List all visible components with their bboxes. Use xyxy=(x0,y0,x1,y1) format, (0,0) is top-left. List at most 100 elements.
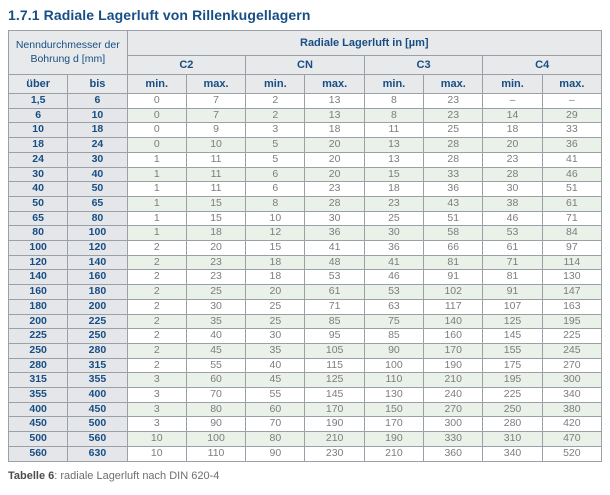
clearance-cell: 20 xyxy=(185,240,247,256)
table-row: 160 180 2 25 20 61 53 102 91 147 xyxy=(7,284,603,300)
header-row-classes: C2 CN C3 C4 xyxy=(9,55,602,75)
clearance-cell: 100 xyxy=(363,357,425,374)
clearance-cell: 60 xyxy=(245,401,306,418)
diameter-cell: 140 xyxy=(67,254,128,271)
clearance-cell: 85 xyxy=(363,328,425,344)
clearance-cell: 2 xyxy=(126,357,187,374)
diameter-cell: 450 xyxy=(7,416,69,433)
diameter-header: Nenndurchmesser der Bohrung d [mm] xyxy=(8,30,128,75)
clearance-cell: 25 xyxy=(423,122,484,139)
clearance-cell: 81 xyxy=(482,269,543,286)
clearance-cell: 41 xyxy=(304,240,365,256)
clearance-cell: 147 xyxy=(541,284,603,300)
clearance-cell: 38 xyxy=(482,195,543,212)
table-row: 10 18 0 9 3 18 11 25 18 33 xyxy=(7,122,603,139)
clearance-cell: 145 xyxy=(304,387,365,403)
clearance-cell: 2 xyxy=(126,269,187,286)
clearance-cell: 190 xyxy=(423,357,484,374)
diameter-cell: 560 xyxy=(7,445,69,462)
clearance-cell: 30 xyxy=(245,328,306,344)
clearance-cell: 18 xyxy=(482,122,543,139)
class-header-c2: C2 xyxy=(126,55,247,75)
diameter-cell: 65 xyxy=(7,210,69,227)
clearance-cell: 11 xyxy=(185,166,247,183)
table-row: 120 140 2 23 18 48 41 81 71 114 xyxy=(7,254,603,271)
diameter-cell: 450 xyxy=(67,401,128,418)
clearance-cell: 0 xyxy=(126,137,187,153)
table-row: 80 100 1 18 12 36 30 58 53 84 xyxy=(7,225,603,242)
clearance-cell: 23 xyxy=(185,254,247,271)
diameter-cell: 30 xyxy=(7,166,69,183)
clearance-cell: 18 xyxy=(304,122,365,139)
clearance-cell: 210 xyxy=(423,372,484,389)
clearance-cell: 18 xyxy=(363,181,425,197)
clearance-cell: 84 xyxy=(541,225,603,242)
diameter-cell: 225 xyxy=(67,313,128,330)
clearance-cell: 270 xyxy=(541,357,603,374)
col-header-max-c3: max. xyxy=(423,74,484,94)
clearance-cell: 210 xyxy=(304,431,365,447)
clearance-cell: 115 xyxy=(304,357,365,374)
clearance-cell: 1 xyxy=(126,195,187,212)
clearance-cell: 102 xyxy=(423,284,484,300)
clearance-cell: 63 xyxy=(363,298,425,315)
clearance-cell: 41 xyxy=(541,151,603,168)
clearance-cell: 36 xyxy=(363,240,425,256)
clearance-cell: 28 xyxy=(482,166,543,183)
clearance-cell: 51 xyxy=(423,210,484,227)
clearance-cell: 45 xyxy=(245,372,306,389)
table-row: 200 225 2 35 25 85 75 140 125 195 xyxy=(7,313,603,330)
clearance-cell: 190 xyxy=(363,431,425,447)
class-header-c4: C4 xyxy=(482,55,602,75)
clearance-cell: 163 xyxy=(541,298,603,315)
clearance-cell: 8 xyxy=(363,107,425,124)
clearance-cell: 11 xyxy=(363,122,425,139)
clearance-cell: 97 xyxy=(541,240,603,256)
clearance-cell: 12 xyxy=(245,225,306,242)
clearance-cell: 25 xyxy=(245,298,306,315)
table-row: 24 30 1 11 5 20 13 28 23 41 xyxy=(7,151,603,168)
clearance-cell: 230 xyxy=(304,445,365,462)
diameter-cell: 10 xyxy=(67,107,128,124)
col-header-max-c4: max. xyxy=(541,74,603,94)
clearance-cell: 33 xyxy=(541,122,603,139)
clearance-cell: 36 xyxy=(423,181,484,197)
clearance-cell: 360 xyxy=(423,445,484,462)
diameter-cell: 18 xyxy=(7,137,69,153)
clearance-cell: 225 xyxy=(482,387,543,403)
clearance-cell: 170 xyxy=(304,401,365,418)
clearance-cell: 41 xyxy=(363,254,425,271)
clearance-cell: 30 xyxy=(185,298,247,315)
clearance-cell: 11 xyxy=(185,181,247,197)
diameter-cell: 24 xyxy=(67,137,128,153)
clearance-cell: 61 xyxy=(482,240,543,256)
clearance-cell: 330 xyxy=(423,431,484,447)
clearance-cell: 2 xyxy=(126,342,187,359)
diameter-cell: 100 xyxy=(7,240,69,256)
diameter-cell: 315 xyxy=(7,372,69,389)
clearance-cell: 125 xyxy=(482,313,543,330)
clearance-cell: 240 xyxy=(423,387,484,403)
clearance-cell: 125 xyxy=(304,372,365,389)
diameter-cell: 120 xyxy=(7,254,69,271)
clearance-cell: 520 xyxy=(541,445,603,462)
diameter-cell: 50 xyxy=(67,181,128,197)
clearance-cell: 3 xyxy=(245,122,306,139)
clearance-cell: 114 xyxy=(541,254,603,271)
diameter-cell: 50 xyxy=(7,195,69,212)
clearance-cell: 90 xyxy=(185,416,247,433)
diameter-cell: 180 xyxy=(7,298,69,315)
clearance-cell: 10 xyxy=(185,137,247,153)
clearance-cell: 6 xyxy=(245,166,306,183)
diameter-cell: 100 xyxy=(67,225,128,242)
table-row: 40 50 1 11 6 23 18 36 30 51 xyxy=(7,181,603,197)
clearance-cell: 13 xyxy=(304,93,365,109)
clearance-cell: 110 xyxy=(363,372,425,389)
clearance-cell: 40 xyxy=(185,328,247,344)
clearance-cell: 270 xyxy=(423,401,484,418)
table-row: 65 80 1 15 10 30 25 51 46 71 xyxy=(7,210,603,227)
diameter-cell: 280 xyxy=(7,357,69,374)
clearance-cell: 195 xyxy=(482,372,543,389)
table-row: 400 450 3 80 60 170 150 270 250 380 xyxy=(7,401,603,418)
diameter-cell: 65 xyxy=(67,195,128,212)
